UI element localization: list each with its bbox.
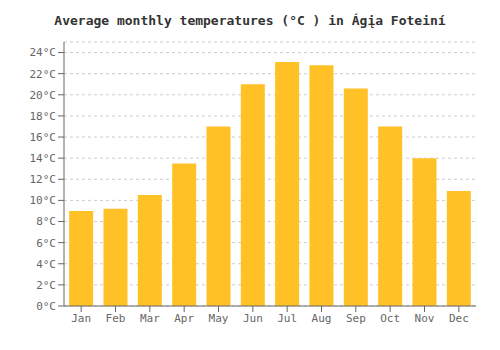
svg-text:16°C: 16°C xyxy=(30,131,57,144)
svg-text:Apr: Apr xyxy=(174,312,194,325)
svg-text:2°C: 2°C xyxy=(36,279,56,292)
svg-text:Dec: Dec xyxy=(449,312,469,325)
svg-text:Jul: Jul xyxy=(277,312,297,325)
svg-text:8°C: 8°C xyxy=(36,215,56,228)
svg-text:18°C: 18°C xyxy=(30,110,57,123)
svg-text:Jun: Jun xyxy=(243,312,263,325)
svg-text:20°C: 20°C xyxy=(30,89,57,102)
svg-text:6°C: 6°C xyxy=(36,237,56,250)
svg-text:Feb: Feb xyxy=(106,312,126,325)
svg-text:4°C: 4°C xyxy=(36,258,56,271)
svg-text:Mar: Mar xyxy=(140,312,160,325)
svg-text:Jan: Jan xyxy=(71,312,91,325)
svg-text:Nov: Nov xyxy=(415,312,435,325)
svg-text:12°C: 12°C xyxy=(30,173,57,186)
svg-text:14°C: 14°C xyxy=(30,152,57,165)
svg-text:Sep: Sep xyxy=(346,312,366,325)
svg-text:24°C: 24°C xyxy=(30,46,57,59)
svg-text:Aug: Aug xyxy=(312,312,332,325)
svg-text:May: May xyxy=(209,312,229,325)
svg-text:0°C: 0°C xyxy=(36,300,56,313)
svg-text:22°C: 22°C xyxy=(30,68,57,81)
svg-text:Oct: Oct xyxy=(380,312,400,325)
html-text:Average monthly temperatures (: Average monthly temperatures (°C ) in Ág… xyxy=(54,13,446,28)
svg-text:10°C: 10°C xyxy=(30,194,57,207)
